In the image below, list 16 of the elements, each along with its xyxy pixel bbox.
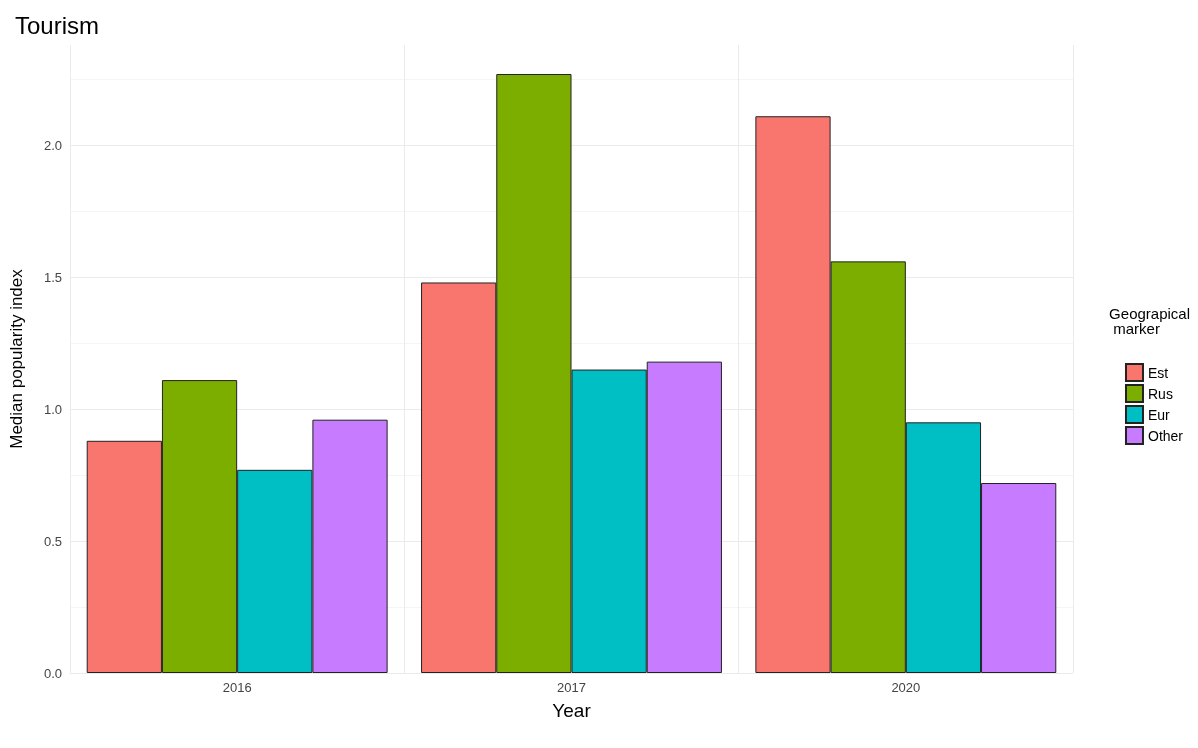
x-tick-label: 2020 [891,680,921,695]
y-tick-label: 2.0 [43,137,62,153]
legend-title: Geograpical marker [1109,305,1191,337]
x-tick-label: 2016 [222,680,252,695]
x-axis-title: Year [552,700,592,721]
y-tick-label: 1.0 [43,401,62,417]
legend-label: Rus [1147,385,1173,402]
x-tick-label: 2017 [557,680,586,695]
y-axis-title: Median popularity index [7,268,26,449]
y-tick-label: 1.5 [43,269,62,285]
y-tick-label: 0.5 [43,533,62,549]
chart-title: Tourism [15,11,100,39]
y-tick-label: 0.0 [43,665,62,681]
legend-label: Est [1147,364,1169,381]
legend-label: Eur [1147,406,1171,423]
legend-label: Other [1147,427,1184,444]
